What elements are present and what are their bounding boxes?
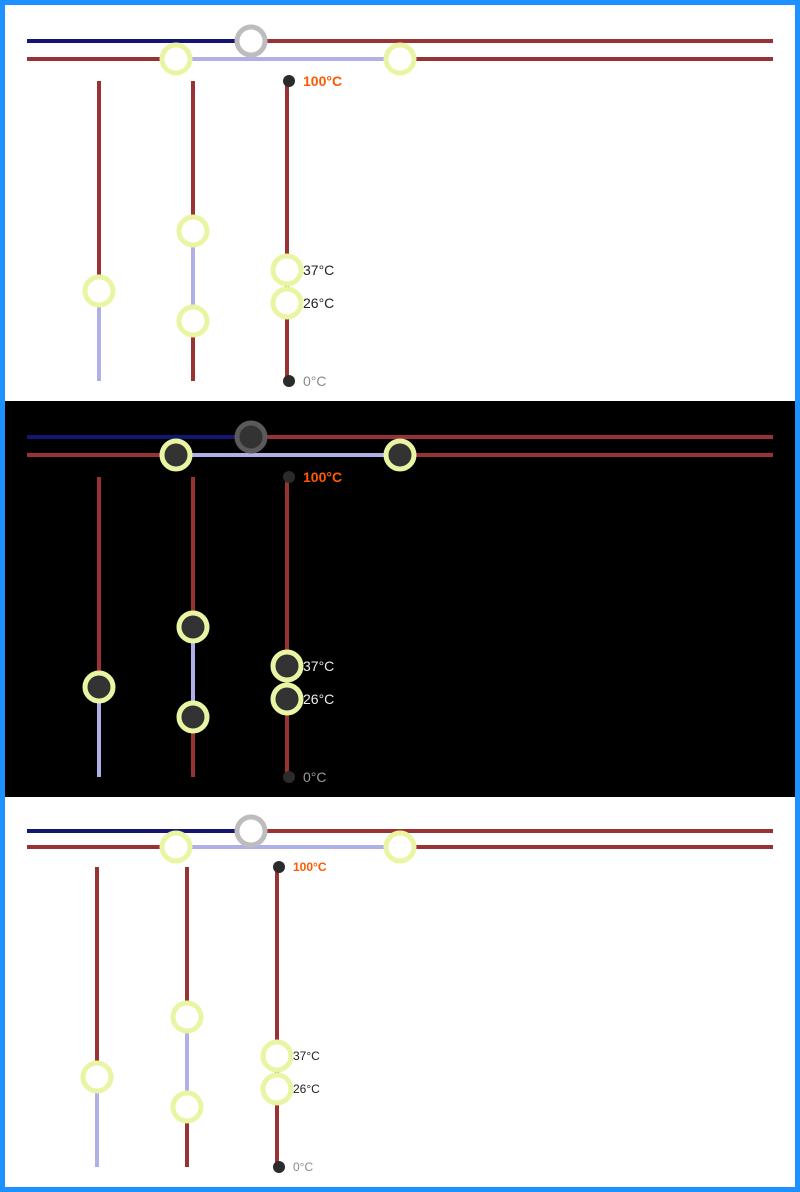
horizontal-range-handle-end[interactable]: [383, 438, 417, 472]
temperature-min-dot: [273, 1161, 285, 1173]
horizontal-range-handle-start[interactable]: [159, 438, 193, 472]
panel-dark: 100°C 37°C 26°C 0°C: [5, 401, 795, 797]
panel-light-compact: 100°C 37°C 26°C 0°C: [5, 797, 795, 1187]
temperature-max-label: 100°C: [303, 469, 343, 485]
panel-light: 100°C 37°C 26°C 0°C: [5, 5, 795, 401]
vertical-slider-2-handle-lower[interactable]: [176, 700, 210, 734]
temperature-min-dot: [283, 375, 295, 387]
temperature-upper-value-label: 37°C: [303, 658, 335, 674]
horizontal-range-handle-start[interactable]: [159, 42, 193, 76]
horizontal-center-handle[interactable]: [234, 814, 268, 848]
vertical-slider-2-handle-upper[interactable]: [176, 214, 210, 248]
temperature-lower-value-label: 26°C: [293, 1082, 320, 1096]
horizontal-center-handle[interactable]: [234, 420, 268, 454]
vertical-slider-2-handle-upper[interactable]: [176, 610, 210, 644]
temperature-min-dot: [283, 771, 295, 783]
temperature-lower-value-label: 26°C: [303, 295, 335, 311]
temperature-upper-value-label: 37°C: [303, 262, 335, 278]
temperature-handle-upper[interactable]: [270, 649, 304, 683]
temperature-max-dot: [273, 861, 285, 873]
vertical-slider-1-handle[interactable]: [82, 274, 116, 308]
vertical-slider-2-handle-lower[interactable]: [170, 1090, 204, 1124]
temperature-max-label: 100°C: [303, 73, 343, 89]
horizontal-center-handle[interactable]: [234, 24, 268, 58]
temperature-max-dot: [283, 75, 295, 87]
temperature-min-label: 0°C: [303, 769, 327, 785]
horizontal-range-handle-end[interactable]: [383, 830, 417, 864]
temperature-max-label: 100°C: [293, 860, 327, 874]
temperature-max-dot: [283, 471, 295, 483]
temperature-min-label: 0°C: [303, 373, 327, 389]
temperature-handle-upper[interactable]: [260, 1039, 294, 1073]
horizontal-range-handle-start[interactable]: [159, 830, 193, 864]
panel-light-compact-canvas: [27, 814, 773, 1173]
panel-light-canvas: [27, 24, 773, 387]
vertical-slider-2-handle-upper[interactable]: [170, 1000, 204, 1034]
vertical-slider-1-handle[interactable]: [82, 670, 116, 704]
temperature-upper-value-label: 37°C: [293, 1049, 320, 1063]
temperature-handle-lower[interactable]: [270, 286, 304, 320]
vertical-slider-1-handle[interactable]: [80, 1060, 114, 1094]
temperature-min-label: 0°C: [293, 1160, 314, 1174]
panel-dark-canvas: [27, 420, 773, 783]
temperature-lower-value-label: 26°C: [303, 691, 335, 707]
temperature-handle-lower[interactable]: [270, 682, 304, 716]
vertical-slider-2-handle-lower[interactable]: [176, 304, 210, 338]
temperature-handle-upper[interactable]: [270, 253, 304, 287]
horizontal-range-handle-end[interactable]: [383, 42, 417, 76]
temperature-handle-lower[interactable]: [260, 1072, 294, 1106]
